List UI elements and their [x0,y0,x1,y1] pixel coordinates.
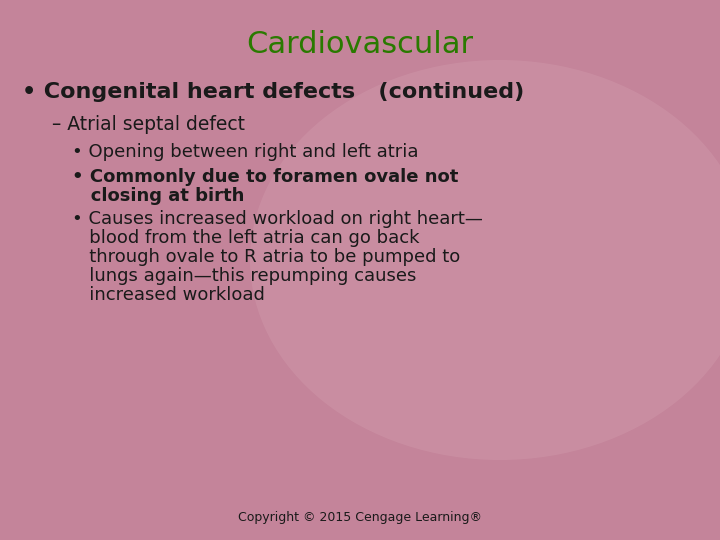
Text: Copyright © 2015 Cengage Learning®: Copyright © 2015 Cengage Learning® [238,511,482,524]
Text: Congenital heart defects   (continued): Congenital heart defects (continued) [36,82,524,102]
Text: • Opening between right and left atria: • Opening between right and left atria [72,143,418,161]
Text: •: • [22,82,36,102]
Ellipse shape [250,60,720,460]
Text: • Causes increased workload on right heart—: • Causes increased workload on right hea… [72,210,483,228]
Text: closing at birth: closing at birth [72,187,244,205]
Text: through ovale to R atria to be pumped to: through ovale to R atria to be pumped to [72,248,460,266]
Text: increased workload: increased workload [72,286,265,304]
Text: • Commonly due to foramen ovale not: • Commonly due to foramen ovale not [72,168,459,186]
Text: – Atrial septal defect: – Atrial septal defect [52,115,245,134]
Text: lungs again—this repumping causes: lungs again—this repumping causes [72,267,416,285]
Text: Cardiovascular: Cardiovascular [246,30,474,59]
Text: blood from the left atria can go back: blood from the left atria can go back [72,229,420,247]
